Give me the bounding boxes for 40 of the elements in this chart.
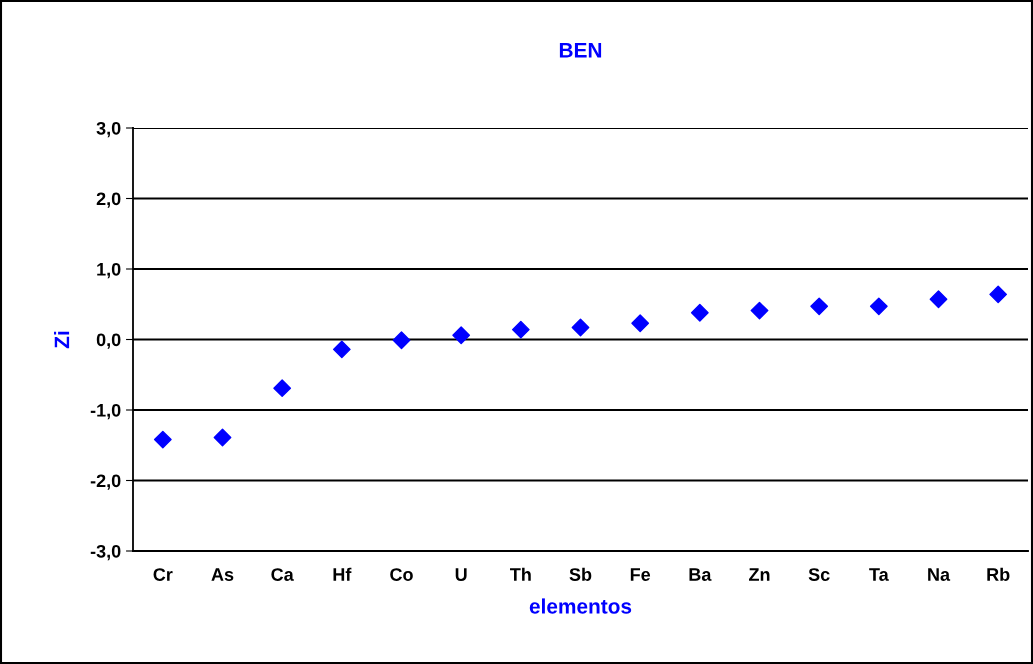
x-tick-label: Na	[928, 568, 951, 581]
chart-title: BEN	[559, 43, 602, 58]
y-axis-title: Zi	[54, 331, 70, 349]
x-tick-label: Co	[390, 568, 413, 581]
y-tick-label: 2,0	[96, 192, 121, 208]
y-tick-label: 0,0	[96, 333, 121, 349]
x-tick-label: U	[455, 568, 467, 581]
x-tick-label: Sc	[808, 568, 830, 581]
x-tick-label: As	[211, 568, 234, 581]
x-tick-label: Rb	[987, 567, 1010, 581]
point	[332, 340, 351, 359]
point	[511, 320, 530, 339]
x-tick-label: Ba	[689, 568, 712, 581]
x-tick-label: Zn	[749, 568, 770, 581]
point	[392, 331, 411, 350]
x-tick-label: Fe	[630, 568, 651, 581]
x-tick-label: Cr	[153, 568, 173, 581]
x-tick-label: Sb	[569, 567, 592, 581]
point	[929, 290, 948, 309]
point	[810, 297, 829, 316]
y-tick-label: 1,0	[97, 262, 121, 279]
x-tick-label: Hf	[333, 567, 352, 581]
point	[989, 285, 1008, 304]
y-tick-label: -1,0	[90, 403, 121, 420]
x-tick-label: Ta	[869, 568, 889, 581]
x-tick-label: Ca	[271, 568, 294, 581]
point	[750, 301, 769, 320]
point	[690, 303, 709, 322]
x-tick-label: Th	[510, 567, 531, 581]
y-tick-label: -3,0	[90, 544, 121, 561]
x-axis-title: elementos	[529, 598, 632, 614]
y-tick-label: 3,0	[96, 121, 121, 138]
point	[869, 297, 888, 316]
y-tick-label: -2,0	[90, 474, 121, 490]
point	[213, 428, 232, 447]
point	[571, 318, 590, 337]
point	[631, 314, 650, 333]
point	[273, 379, 292, 398]
point	[153, 430, 172, 449]
point	[452, 326, 471, 345]
